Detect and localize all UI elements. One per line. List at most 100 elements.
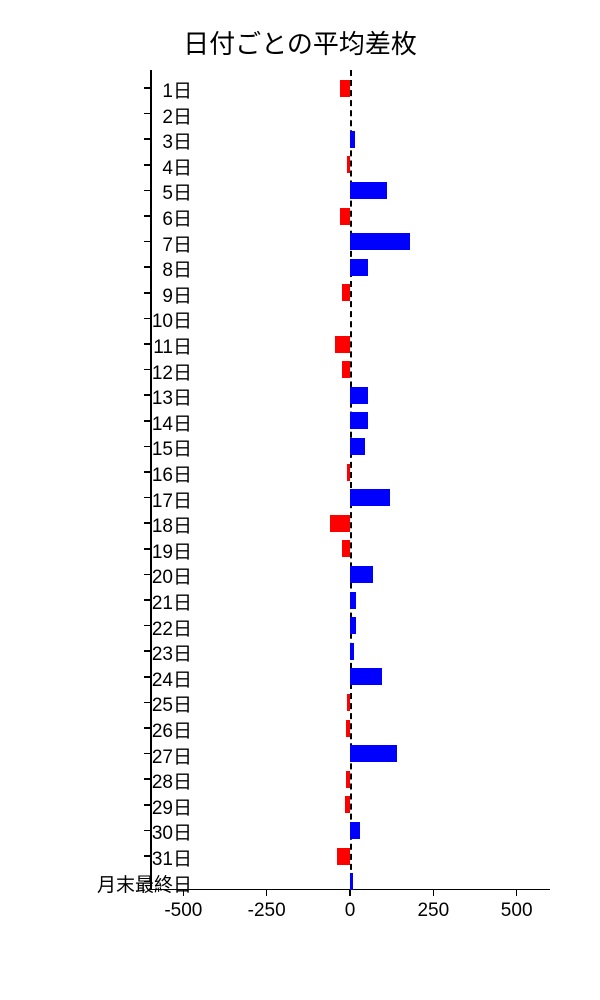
y-axis-label: 24日 <box>152 665 192 692</box>
y-tick <box>144 676 150 678</box>
y-tick <box>144 522 150 524</box>
y-tick <box>144 241 150 243</box>
y-tick <box>144 318 150 320</box>
bar <box>350 438 365 455</box>
y-tick <box>144 548 150 550</box>
y-tick <box>144 650 150 652</box>
y-axis-label: 8日 <box>162 255 192 282</box>
y-axis-label: 30日 <box>152 818 192 845</box>
y-axis-label: 13日 <box>152 383 192 410</box>
y-tick <box>144 369 150 371</box>
y-tick <box>144 215 150 217</box>
x-tick <box>266 890 268 896</box>
y-tick <box>144 625 150 627</box>
y-tick <box>144 830 150 832</box>
x-tick <box>433 890 435 896</box>
y-axis-label: 26日 <box>152 716 192 743</box>
bar <box>350 643 354 660</box>
bar <box>350 489 390 506</box>
y-tick <box>144 471 150 473</box>
bar <box>350 617 356 634</box>
y-tick <box>144 702 150 704</box>
y-axis-label: 29日 <box>152 793 192 820</box>
y-axis-label: 月末最終日 <box>97 870 192 897</box>
y-axis-label: 6日 <box>162 204 192 231</box>
y-axis-label: 1日 <box>162 76 192 103</box>
bar <box>340 208 350 225</box>
bar <box>347 694 350 711</box>
bar <box>347 464 350 481</box>
bar <box>350 566 373 583</box>
y-tick <box>144 394 150 396</box>
bar <box>346 720 350 737</box>
y-tick <box>144 599 150 601</box>
y-axis-label: 31日 <box>152 844 192 871</box>
y-axis-label: 5日 <box>162 178 192 205</box>
y-axis-label: 22日 <box>152 614 192 641</box>
y-tick <box>144 778 150 780</box>
bar <box>350 412 368 429</box>
x-axis-label: -500 <box>164 900 202 922</box>
y-axis-label: 16日 <box>152 460 192 487</box>
y-tick <box>144 164 150 166</box>
y-axis-label: 3日 <box>162 127 192 154</box>
y-tick <box>144 190 150 192</box>
y-axis-label: 27日 <box>152 742 192 769</box>
y-tick <box>144 343 150 345</box>
y-axis-label: 12日 <box>152 358 192 385</box>
y-axis-label: 4日 <box>162 153 192 180</box>
bar <box>350 873 353 890</box>
y-tick <box>144 497 150 499</box>
y-tick <box>144 113 150 115</box>
y-tick <box>144 138 150 140</box>
bar <box>350 387 368 404</box>
y-tick <box>144 804 150 806</box>
bar <box>345 796 350 813</box>
bar <box>330 515 350 532</box>
bar <box>350 131 355 148</box>
x-axis-label: 500 <box>501 900 533 922</box>
bar <box>350 668 382 685</box>
bar <box>335 336 350 353</box>
y-axis-label: 15日 <box>152 434 192 461</box>
bar <box>346 771 350 788</box>
bar <box>350 182 387 199</box>
x-axis-label: 0 <box>345 900 356 922</box>
bar <box>350 745 397 762</box>
y-tick <box>144 292 150 294</box>
bar <box>337 848 350 865</box>
bar <box>342 361 350 378</box>
y-tick <box>144 753 150 755</box>
y-axis-label: 19日 <box>152 537 192 564</box>
x-axis-label: 250 <box>417 900 449 922</box>
y-axis-label: 14日 <box>152 409 192 436</box>
y-axis-label: 10日 <box>152 306 192 333</box>
bar <box>342 540 350 557</box>
y-axis-label: 20日 <box>152 562 192 589</box>
y-axis-label: 23日 <box>152 639 192 666</box>
y-axis-label: 28日 <box>152 767 192 794</box>
plot-area: -500-2500250500 <box>150 70 550 890</box>
bar <box>342 284 350 301</box>
y-axis-label: 2日 <box>162 102 192 129</box>
bar <box>350 233 410 250</box>
y-tick <box>144 87 150 89</box>
bar <box>347 156 350 173</box>
bar <box>350 259 368 276</box>
x-axis-label: -250 <box>248 900 286 922</box>
y-tick <box>144 855 150 857</box>
y-axis-label: 7日 <box>162 230 192 257</box>
chart-title: 日付ごとの平均差枚 <box>0 24 600 61</box>
bar <box>340 80 350 97</box>
y-axis-label: 9日 <box>162 281 192 308</box>
y-tick <box>144 266 150 268</box>
chart-container: 日付ごとの平均差枚 -500-2500250500 1日2日3日4日5日6日7日… <box>0 0 600 1000</box>
y-tick <box>144 727 150 729</box>
bar <box>350 592 356 609</box>
y-tick <box>144 420 150 422</box>
bar <box>350 822 360 839</box>
y-axis-label: 25日 <box>152 690 192 717</box>
y-axis-label: 18日 <box>152 511 192 538</box>
x-tick <box>349 890 351 896</box>
y-axis-label: 21日 <box>152 588 192 615</box>
